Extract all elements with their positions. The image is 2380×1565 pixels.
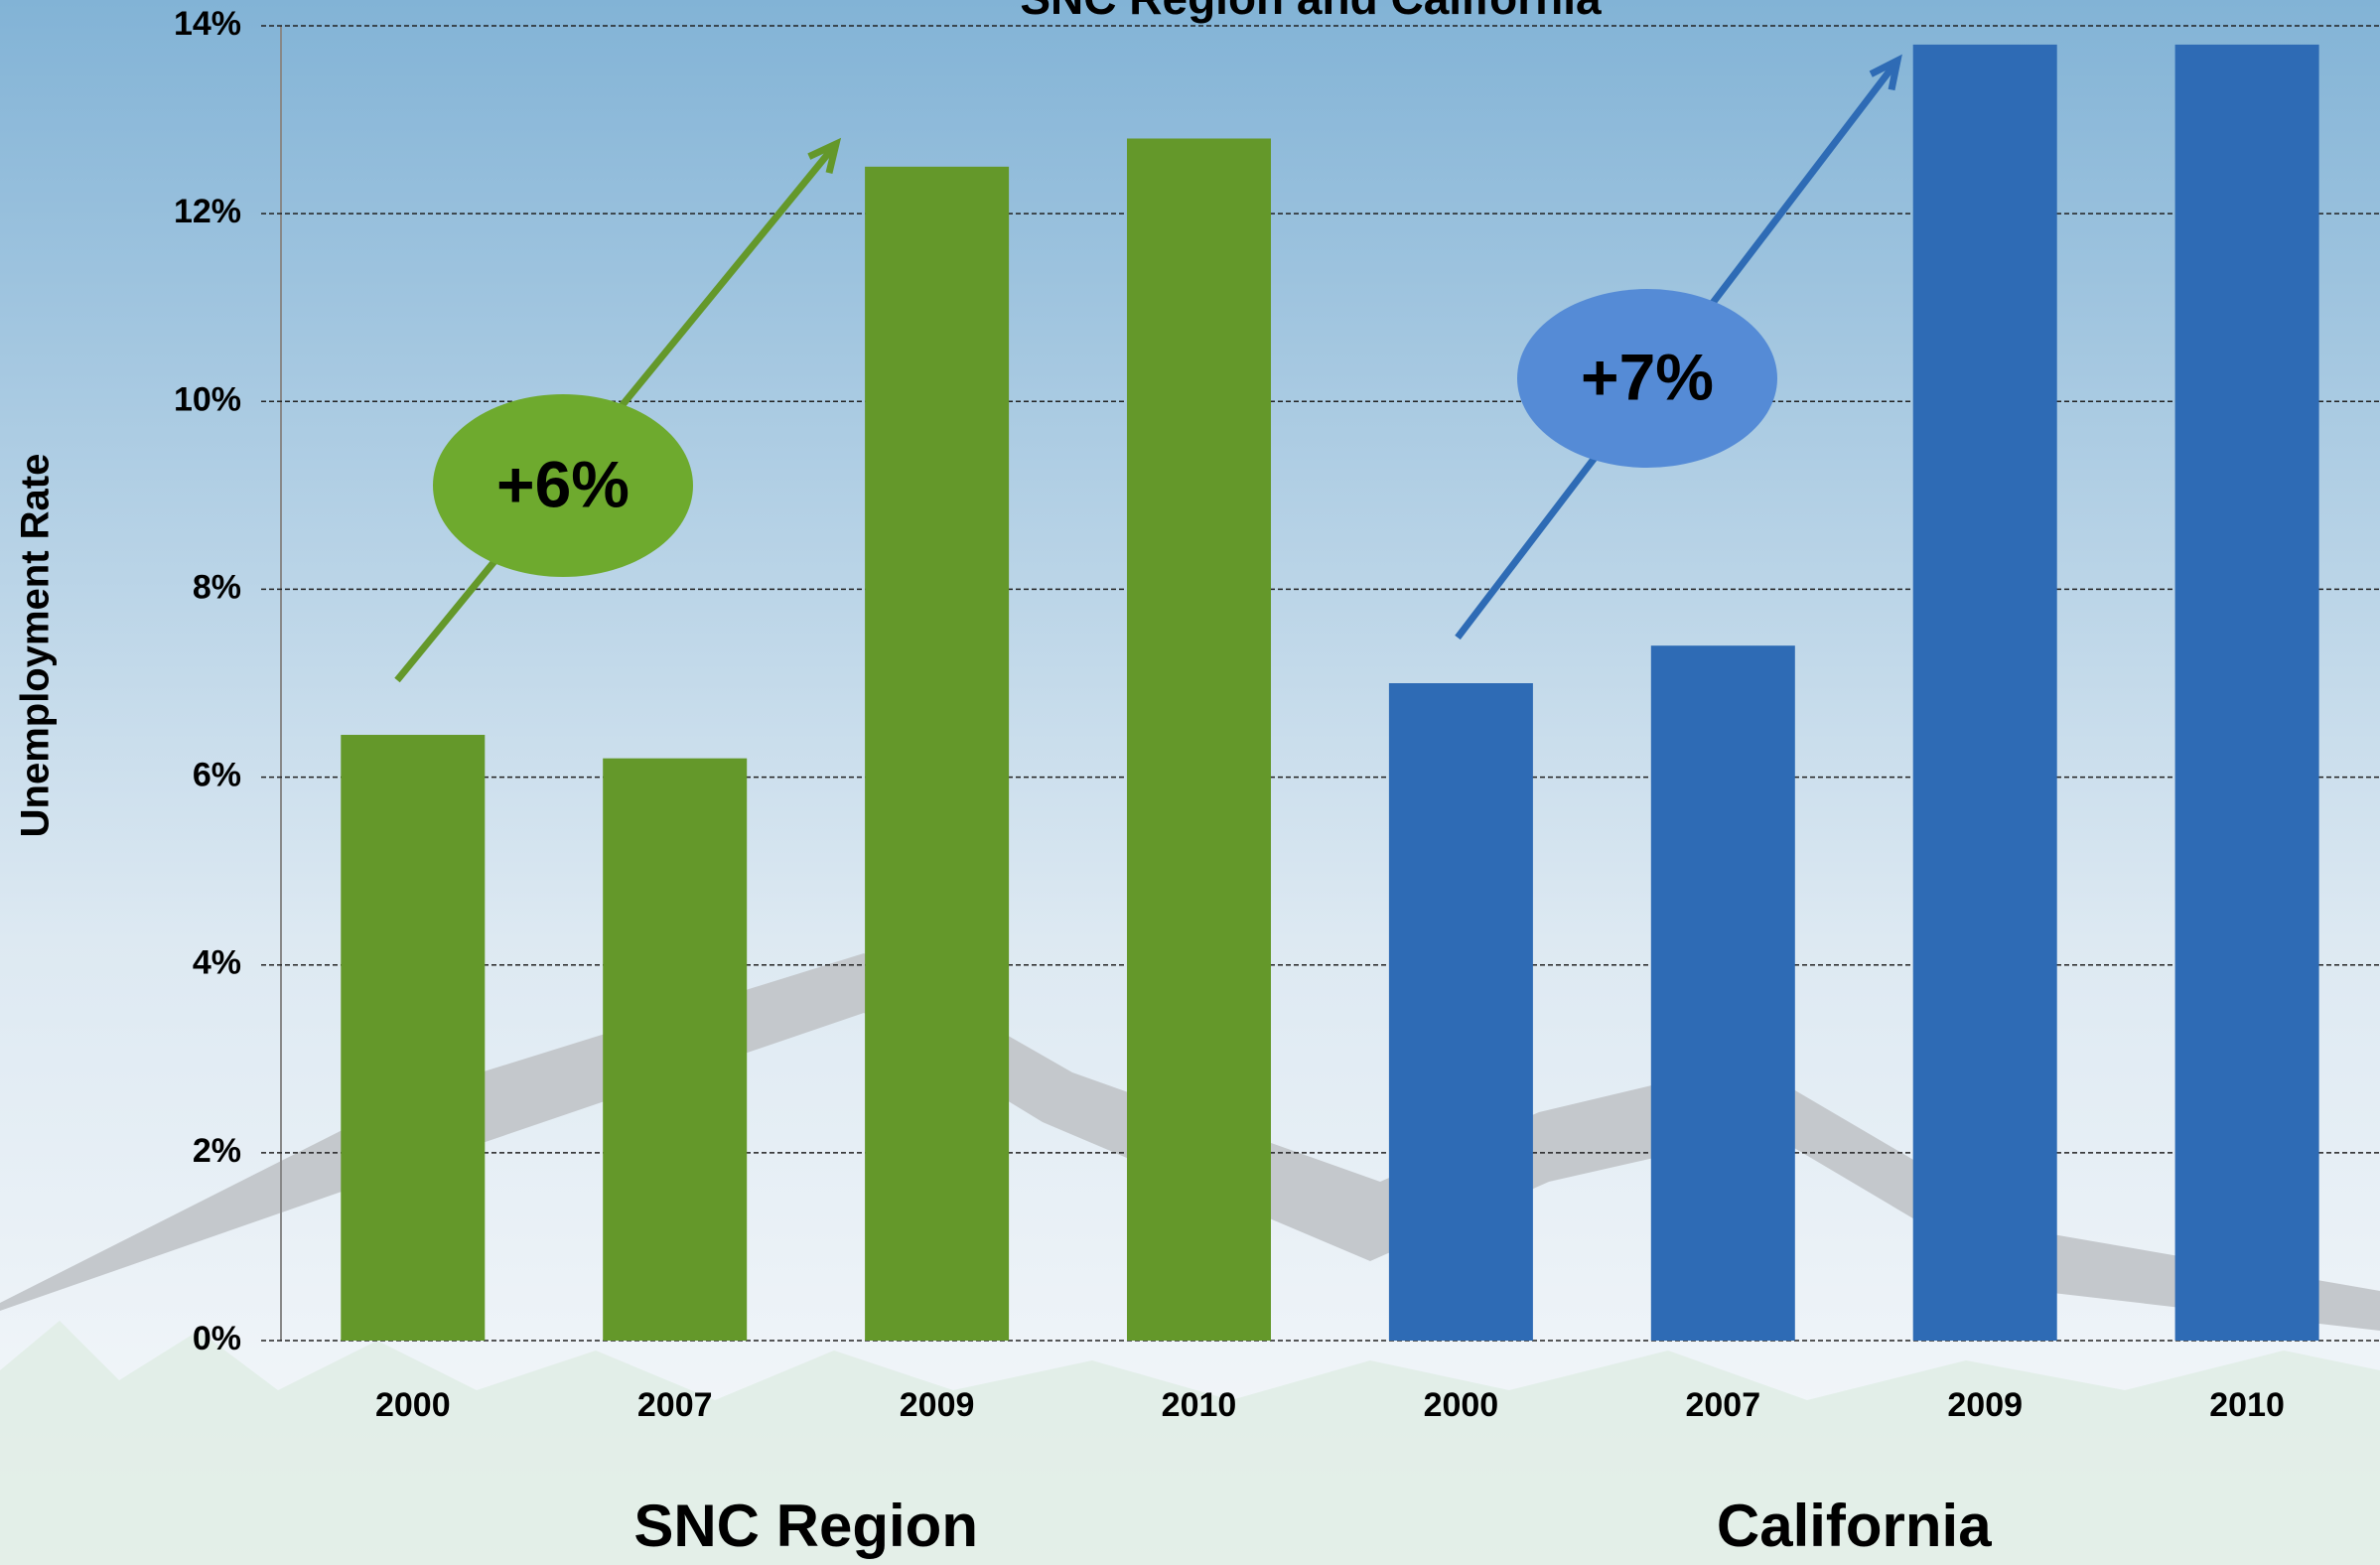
y-tick-label: 6% <box>193 757 241 794</box>
x-tick-label: 2009 <box>900 1386 975 1424</box>
y-axis-label: Unemployment Rate <box>14 454 58 838</box>
x-tick-label: 2000 <box>375 1386 451 1424</box>
group-label: SNC Region <box>633 1493 978 1559</box>
y-tick-label: 0% <box>193 1320 241 1357</box>
bar <box>1127 138 1271 1341</box>
x-tick-label: 2009 <box>1947 1386 2023 1424</box>
page: SNC Region and California Unemployment R… <box>0 0 2380 1565</box>
x-tick-label: 2010 <box>2209 1386 2285 1424</box>
y-tick-label: 8% <box>193 568 241 606</box>
y-tick-label: 10% <box>174 380 241 418</box>
x-tick-label: 2010 <box>1162 1386 1237 1424</box>
annotation: +7% <box>1581 340 1714 413</box>
bar <box>341 735 485 1341</box>
group-label: California <box>1717 1493 1992 1559</box>
bar <box>1913 45 2057 1341</box>
bar <box>603 759 747 1341</box>
y-tick-label: 12% <box>174 193 241 230</box>
y-tick-label: 2% <box>193 1132 241 1170</box>
bar <box>1651 645 1795 1341</box>
chart-title: SNC Region and California <box>1020 0 1602 24</box>
y-tick-label: 14% <box>174 5 241 43</box>
bar <box>865 167 1009 1341</box>
y-tick-label: 4% <box>193 944 241 982</box>
x-tick-label: 2000 <box>1424 1386 1499 1424</box>
chart: SNC Region and California Unemployment R… <box>0 0 2380 1565</box>
x-tick-label: 2007 <box>1685 1386 1760 1424</box>
x-tick-label: 2007 <box>637 1386 713 1424</box>
annotation: +6% <box>496 447 630 520</box>
bar <box>1389 683 1533 1341</box>
bar <box>2175 45 2319 1341</box>
